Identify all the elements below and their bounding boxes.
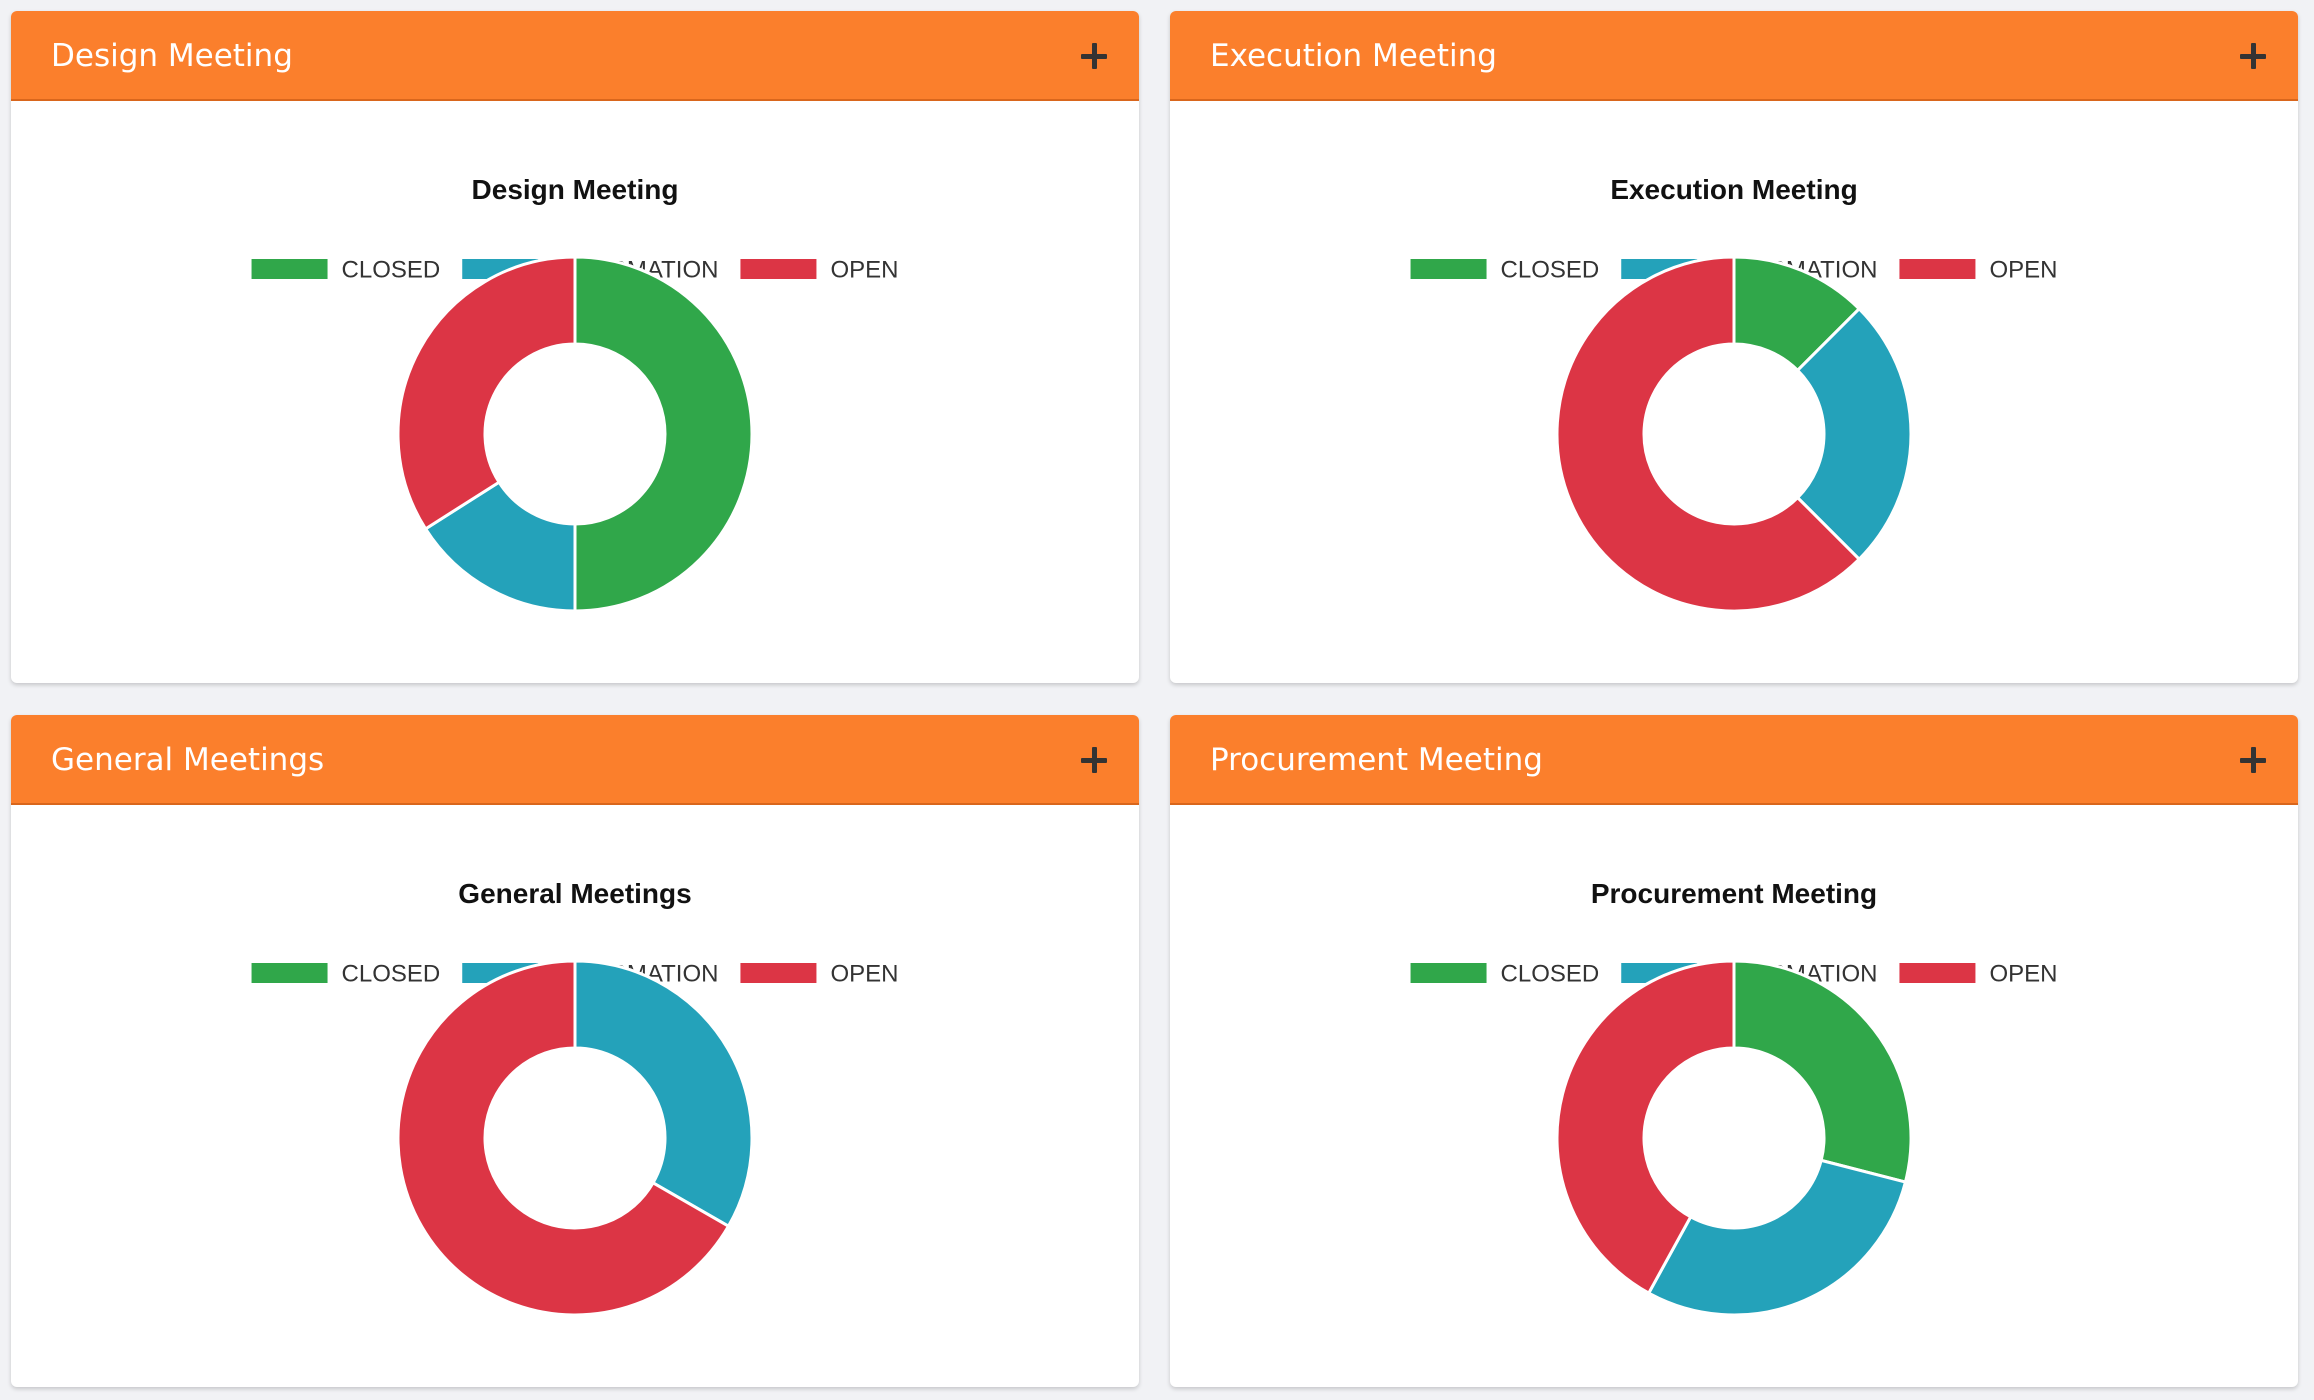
legend-label-closed: CLOSED: [1501, 257, 1600, 284]
legend-label-open: OPEN: [830, 257, 898, 284]
slice-information[interactable]: [424, 480, 577, 613]
chart-title: General Meetings: [458, 878, 691, 909]
legend-label-open: OPEN: [1989, 257, 2057, 284]
slice-open[interactable]: [396, 959, 730, 1317]
slice-open[interactable]: [1555, 959, 1736, 1295]
legend-item-closed[interactable]: CLOSED: [1410, 257, 1600, 284]
legend-label-open: OPEN: [1989, 961, 2057, 988]
design-meeting-doughnut-chart: Design MeetingCLOSEDINFORMATIONOPEN: [251, 174, 898, 613]
legend-swatch-closed: [1410, 963, 1487, 983]
plus-icon: [1071, 737, 1117, 783]
legend-item-open[interactable]: OPEN: [1899, 257, 2057, 284]
legend-item-open[interactable]: OPEN: [1899, 961, 2057, 988]
card-title: General Meetings: [51, 742, 325, 778]
add-button[interactable]: [2230, 33, 2276, 79]
legend-item-closed[interactable]: CLOSED: [251, 257, 441, 284]
card-header: Design Meeting: [11, 11, 1139, 101]
slice-information[interactable]: [573, 959, 754, 1228]
add-button[interactable]: [2230, 737, 2276, 783]
plus-icon: [2230, 33, 2276, 79]
procurement-meeting-card: Procurement Meeting Procurement Meeting C…: [1170, 715, 2298, 1387]
plus-icon: [1071, 33, 1117, 79]
legend-item-closed[interactable]: CLOSED: [1410, 961, 1600, 988]
legend-item-open[interactable]: OPEN: [740, 257, 898, 284]
design-meeting-card: Design Meeting Design MeetingCLOSEDINFOR…: [11, 11, 1139, 683]
legend-label-closed: CLOSED: [342, 257, 441, 284]
execution-meeting-doughnut-chart: Execution MeetingCLOSEDINFORMATIONOPEN: [1410, 174, 2057, 613]
legend-swatch-open: [1899, 259, 1976, 279]
card-header: General Meetings: [11, 715, 1139, 805]
general-meetings-doughnut-chart: General MeetingsCLOSEDINFORMATIONOPEN: [251, 878, 898, 1317]
card-header: Execution Meeting: [1170, 11, 2298, 101]
legend-swatch-closed: [1410, 259, 1487, 279]
legend-swatch-closed: [251, 259, 328, 279]
slice-open[interactable]: [396, 255, 577, 531]
general-meetings-card: General Meetings General MeetingsCLOSEDI…: [11, 715, 1139, 1387]
card-title: Procurement Meeting: [1210, 742, 1543, 778]
legend-item-closed[interactable]: CLOSED: [251, 961, 441, 988]
slice-information[interactable]: [1647, 1158, 1907, 1317]
slice-closed[interactable]: [1732, 959, 1913, 1184]
procurement-meeting-doughnut-chart: Procurement MeetingCLOSEDINFORMATIONOPEN: [1410, 878, 2057, 1317]
card-header: Procurement Meeting: [1170, 715, 2298, 805]
add-button[interactable]: [1071, 33, 1117, 79]
legend-swatch-open: [1899, 963, 1976, 983]
chart-title: Execution Meeting: [1610, 174, 1857, 205]
slice-information[interactable]: [1796, 307, 1913, 561]
add-button[interactable]: [1071, 737, 1117, 783]
card-title: Execution Meeting: [1210, 38, 1497, 74]
legend-label-closed: CLOSED: [1501, 961, 1600, 988]
slice-open[interactable]: [1555, 255, 1861, 613]
legend-item-open[interactable]: OPEN: [740, 961, 898, 988]
legend-label-open: OPEN: [830, 961, 898, 988]
chart-title: Procurement Meeting: [1591, 878, 1877, 909]
legend-swatch-closed: [251, 963, 328, 983]
chart-title: Design Meeting: [472, 174, 679, 205]
plus-icon: [2230, 737, 2276, 783]
slice-closed[interactable]: [573, 255, 754, 613]
legend-swatch-open: [740, 963, 817, 983]
execution-meeting-card: Execution Meeting Execution Meeting CLOSE…: [1170, 11, 2298, 683]
legend-label-closed: CLOSED: [342, 961, 441, 988]
legend-swatch-open: [740, 259, 817, 279]
card-title: Design Meeting: [51, 38, 293, 74]
